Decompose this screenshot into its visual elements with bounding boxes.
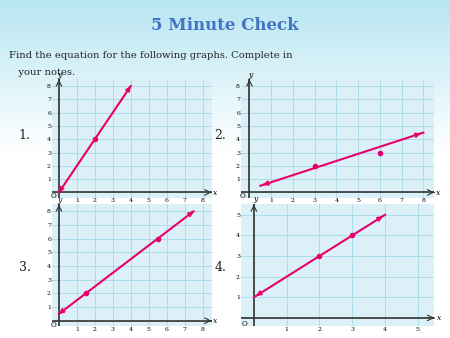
Bar (0, 79, 450, 81)
Bar (0, 5, 450, 7)
Text: O: O (240, 192, 246, 200)
Bar (0, 149, 450, 152)
Text: y: y (253, 195, 258, 203)
Bar (0, 38, 450, 41)
Bar (0, 149, 450, 338)
Bar (0, 0, 450, 2)
Bar (0, 112, 450, 114)
Bar (0, 109, 450, 112)
Bar (0, 84, 450, 86)
Bar (0, 124, 450, 127)
Bar (0, 139, 450, 142)
Bar (0, 89, 450, 91)
Bar (0, 137, 450, 139)
Bar (0, 58, 450, 61)
Text: O: O (51, 192, 56, 200)
Bar (0, 46, 450, 48)
Text: 4.: 4. (215, 261, 226, 273)
Text: O: O (241, 320, 247, 328)
Bar (0, 104, 450, 106)
Bar (0, 35, 450, 38)
Bar (0, 25, 450, 28)
Bar (0, 132, 450, 134)
Bar (0, 86, 450, 89)
Text: x: x (436, 189, 440, 197)
Text: y: y (58, 196, 62, 204)
Bar (0, 71, 450, 74)
Bar (0, 114, 450, 117)
Text: 2.: 2. (215, 129, 226, 142)
Bar (0, 64, 450, 66)
Bar (0, 81, 450, 84)
Bar (0, 99, 450, 101)
Text: Find the equation for the following graphs. Complete in: Find the equation for the following grap… (9, 51, 292, 60)
Bar (0, 2, 450, 5)
Text: x: x (437, 314, 441, 322)
Bar (0, 142, 450, 145)
Bar (0, 91, 450, 94)
Text: your notes.: your notes. (9, 68, 75, 77)
Bar (0, 101, 450, 104)
Bar (0, 43, 450, 46)
Bar (0, 147, 450, 149)
Bar (0, 94, 450, 96)
Bar (0, 106, 450, 109)
Bar (0, 145, 450, 147)
Bar (0, 53, 450, 56)
Bar (0, 15, 450, 18)
Bar (0, 7, 450, 10)
Bar (0, 30, 450, 33)
Bar (0, 33, 450, 35)
Bar (0, 96, 450, 99)
Bar (0, 18, 450, 20)
Bar (0, 23, 450, 25)
Bar (0, 119, 450, 122)
Text: y: y (58, 71, 62, 79)
Bar (0, 134, 450, 137)
Bar (0, 56, 450, 58)
Text: x: x (213, 189, 217, 197)
Bar (0, 74, 450, 76)
Bar (0, 41, 450, 43)
Bar (0, 48, 450, 51)
Text: 1.: 1. (19, 129, 31, 142)
Bar (0, 122, 450, 124)
Bar (0, 10, 450, 13)
Bar (0, 129, 450, 132)
Text: 5 Minute Check: 5 Minute Check (151, 17, 299, 34)
Bar (0, 13, 450, 15)
Bar (0, 61, 450, 64)
Text: 3.: 3. (19, 261, 31, 273)
Bar (0, 20, 450, 23)
Text: y: y (248, 71, 252, 79)
Bar (0, 117, 450, 119)
Bar (0, 28, 450, 30)
Bar (0, 76, 450, 79)
Bar (0, 51, 450, 53)
Bar (0, 127, 450, 129)
Text: O: O (51, 321, 56, 329)
Bar (0, 66, 450, 68)
Text: x: x (213, 317, 217, 325)
Bar (0, 68, 450, 71)
